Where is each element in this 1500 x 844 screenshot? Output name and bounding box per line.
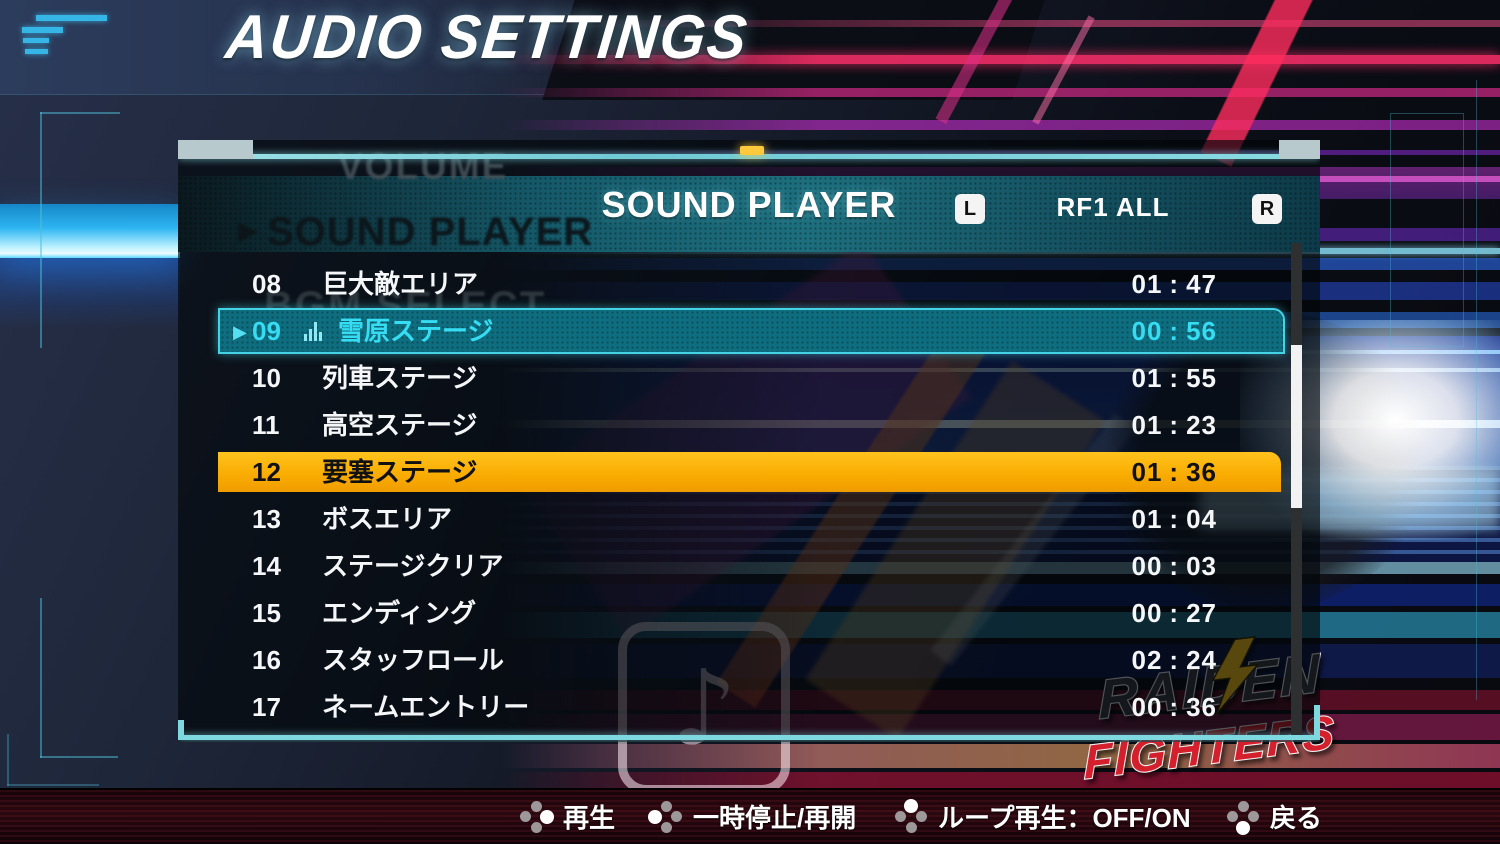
track-name: ボスエリア bbox=[322, 504, 453, 534]
track-duration: 01:36 bbox=[1131, 457, 1217, 487]
sound-filter-label: RF1 ALL bbox=[1056, 192, 1170, 222]
button-hint-bar: 再生 一時停止/再開 ループ再生：OFF/ON 戻る bbox=[0, 788, 1500, 844]
track-duration: 00:56 bbox=[1131, 316, 1217, 346]
frame-line bbox=[40, 112, 120, 114]
shoulder-button-l[interactable]: L bbox=[955, 194, 985, 224]
frame-line bbox=[7, 784, 99, 786]
track-row-08[interactable]: 08 巨大敵エリア 01:47 bbox=[178, 264, 1320, 304]
ghost-menu-sound-player: ▶ SOUND PLAYER bbox=[238, 210, 594, 254]
sound-player-panel: VOLUME ▶ SOUND PLAYER BGM SELECT SOUND PL… bbox=[178, 140, 1320, 742]
track-name: スタッフロール bbox=[322, 645, 505, 675]
track-name: エンディング bbox=[322, 598, 477, 628]
cyan-glow-band bbox=[0, 204, 180, 258]
hint-bottom-button[interactable]: 戻る bbox=[1225, 798, 1322, 835]
panel-header-band bbox=[178, 176, 1320, 252]
equalizer-icon bbox=[304, 321, 322, 341]
track-row-11[interactable]: 11 高空ステージ 01:23 bbox=[178, 405, 1320, 445]
track-name: 要塞ステージ bbox=[322, 457, 478, 487]
hint-label: 再生 bbox=[563, 803, 616, 833]
track-duration: 01:55 bbox=[1131, 363, 1217, 393]
track-number: 13 bbox=[252, 504, 281, 534]
track-duration: 00:36 bbox=[1131, 692, 1217, 722]
frame-line bbox=[7, 734, 9, 786]
cyan-glow-fade bbox=[0, 258, 180, 328]
hint-right-button[interactable]: 再生 bbox=[518, 798, 615, 835]
track-number: 10 bbox=[252, 363, 281, 393]
gamepad-bottom-button-icon bbox=[1225, 799, 1261, 835]
track-number: 12 bbox=[252, 457, 281, 487]
gamepad-left-button-icon bbox=[648, 799, 684, 835]
scrollbar-thumb[interactable] bbox=[1291, 345, 1302, 508]
track-duration: 02:24 bbox=[1131, 645, 1217, 675]
page-title: AUDIO SETTINGS bbox=[222, 3, 752, 72]
track-row-10[interactable]: 10 列車ステージ 01:55 bbox=[178, 358, 1320, 398]
panel-title: SOUND PLAYER bbox=[601, 184, 897, 225]
track-name: 高空ステージ bbox=[322, 410, 478, 440]
frame-line bbox=[40, 756, 118, 758]
panel-border-corner bbox=[1314, 705, 1320, 740]
hint-left-button[interactable]: 一時停止/再開 bbox=[648, 798, 856, 835]
panel-bottom-border bbox=[178, 735, 1320, 740]
track-duration: 00:03 bbox=[1131, 551, 1217, 581]
panel-corner-tab-right bbox=[1279, 140, 1320, 159]
track-duration: 01:04 bbox=[1131, 504, 1217, 534]
track-row-13[interactable]: 13 ボスエリア 01:04 bbox=[178, 499, 1320, 539]
track-number: 17 bbox=[252, 692, 281, 722]
track-name: 列車ステージ bbox=[322, 363, 478, 393]
playing-arrow-icon: ▶ bbox=[233, 322, 247, 342]
gamepad-top-button-icon bbox=[893, 798, 929, 835]
hint-label: ループ再生：OFF/ON bbox=[938, 803, 1191, 833]
track-duration: 01:23 bbox=[1131, 410, 1217, 440]
hint-label: 戻る bbox=[1270, 803, 1323, 833]
panel-top-border bbox=[178, 154, 1320, 159]
track-row-15[interactable]: 15 エンディング 00:27 bbox=[178, 593, 1320, 633]
frame-line bbox=[40, 598, 42, 758]
panel-border-corner bbox=[178, 720, 184, 740]
frame-line bbox=[1476, 80, 1477, 700]
track-number: 08 bbox=[252, 269, 281, 299]
track-row-14[interactable]: 14 ステージクリア 00:03 bbox=[178, 546, 1320, 586]
track-number: 09 bbox=[252, 316, 281, 346]
gamepad-right-button-icon bbox=[518, 799, 554, 835]
track-number: 15 bbox=[252, 598, 281, 628]
track-number: 16 bbox=[252, 645, 281, 675]
track-name: 雪原ステージ bbox=[338, 316, 494, 346]
track-name: ステージクリア bbox=[322, 551, 504, 581]
panel-top-indicator bbox=[740, 146, 764, 155]
track-name: 巨大敵エリア bbox=[322, 269, 479, 299]
track-number: 11 bbox=[252, 410, 280, 440]
frame-rect bbox=[1390, 113, 1464, 347]
ghost-arrow-icon: ▶ bbox=[238, 215, 259, 245]
frame-line bbox=[40, 112, 42, 348]
track-duration: 01:47 bbox=[1131, 269, 1217, 299]
scrollbar-track[interactable] bbox=[1291, 243, 1302, 735]
track-row-16[interactable]: 16 スタッフロール 02:24 bbox=[178, 640, 1320, 680]
hint-top-button[interactable]: ループ再生：OFF/ON bbox=[893, 798, 1191, 835]
ghost-menu-volume: VOLUME bbox=[338, 146, 509, 187]
panel-corner-tab-left bbox=[178, 140, 253, 159]
track-duration: 00:27 bbox=[1131, 598, 1217, 628]
track-row-12[interactable]: 12 要塞ステージ 01:36 bbox=[178, 452, 1320, 492]
track-list: 08 巨大敵エリア 01:47 ▶ 09 雪原ステージ 00:56 10 列車ステージ 01:55… bbox=[178, 140, 1320, 742]
hint-label: 一時停止/再開 bbox=[693, 803, 857, 833]
track-row-09[interactable]: ▶ 09 雪原ステージ 00:56 bbox=[178, 308, 1320, 354]
shoulder-button-r[interactable]: R bbox=[1252, 194, 1282, 224]
track-name: ネームエントリー bbox=[322, 692, 530, 722]
track-row-17[interactable]: 17 ネームエントリー 00:36 bbox=[178, 687, 1320, 727]
track-number: 14 bbox=[252, 551, 281, 581]
